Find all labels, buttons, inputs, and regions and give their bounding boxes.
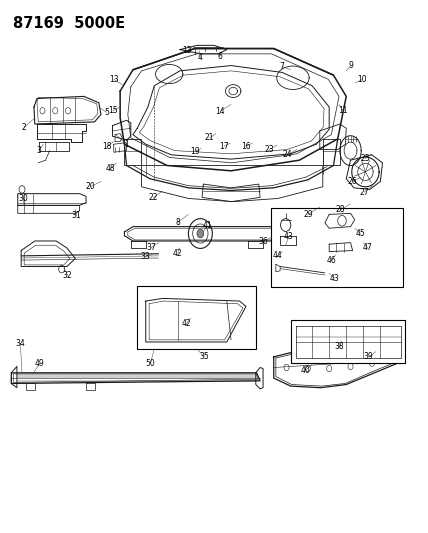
Text: 7: 7 xyxy=(280,62,285,71)
Text: 26: 26 xyxy=(348,177,357,186)
Text: 19: 19 xyxy=(190,147,200,156)
Text: 32: 32 xyxy=(63,271,72,279)
Text: 29: 29 xyxy=(303,210,313,219)
Text: 8: 8 xyxy=(175,218,180,227)
Text: 50: 50 xyxy=(146,359,155,368)
Text: 11: 11 xyxy=(338,106,348,115)
Text: 31: 31 xyxy=(72,211,81,220)
Text: 34: 34 xyxy=(15,338,25,348)
Text: 36: 36 xyxy=(258,237,268,246)
Text: 87169  5000E: 87169 5000E xyxy=(14,15,125,30)
Text: 40: 40 xyxy=(301,366,311,375)
Text: 14: 14 xyxy=(216,107,225,116)
Text: 43: 43 xyxy=(330,273,339,282)
Text: 1: 1 xyxy=(124,140,129,149)
Text: 44: 44 xyxy=(273,252,283,260)
Text: 15: 15 xyxy=(108,106,118,115)
Text: 30: 30 xyxy=(18,195,28,204)
Text: 23: 23 xyxy=(264,145,274,154)
Text: 46: 46 xyxy=(327,256,336,264)
Text: 24: 24 xyxy=(282,150,292,159)
Text: 33: 33 xyxy=(140,252,150,261)
Text: 37: 37 xyxy=(146,244,156,253)
Text: 17: 17 xyxy=(219,142,229,151)
Text: 28: 28 xyxy=(336,205,345,214)
Text: 20: 20 xyxy=(86,182,95,191)
Text: 10: 10 xyxy=(358,75,367,84)
Bar xyxy=(271,208,403,287)
Text: 42: 42 xyxy=(181,319,191,328)
Text: 9: 9 xyxy=(348,61,353,70)
Text: 43: 43 xyxy=(284,232,294,241)
Text: 42: 42 xyxy=(173,249,183,258)
Text: 16: 16 xyxy=(241,142,250,151)
Text: 12: 12 xyxy=(182,46,191,55)
Text: 35: 35 xyxy=(199,352,209,361)
Text: 38: 38 xyxy=(334,342,344,351)
Text: 5: 5 xyxy=(104,108,109,117)
Text: 48: 48 xyxy=(106,164,115,173)
Text: 4: 4 xyxy=(198,53,203,62)
Text: 6: 6 xyxy=(217,52,222,61)
Text: 27: 27 xyxy=(360,188,369,197)
Text: 18: 18 xyxy=(102,142,111,151)
Text: 21: 21 xyxy=(205,133,214,142)
Text: 47: 47 xyxy=(363,244,372,253)
Text: 41: 41 xyxy=(202,221,212,230)
Bar xyxy=(137,286,256,349)
Text: 45: 45 xyxy=(355,229,365,238)
Text: 13: 13 xyxy=(109,75,119,84)
Bar xyxy=(291,320,405,364)
Text: 22: 22 xyxy=(149,193,158,202)
Circle shape xyxy=(197,229,204,238)
Text: 3: 3 xyxy=(37,146,42,155)
Text: 2: 2 xyxy=(22,123,27,132)
Text: 39: 39 xyxy=(363,352,373,361)
Text: 25: 25 xyxy=(361,154,370,163)
Text: 49: 49 xyxy=(35,359,45,368)
